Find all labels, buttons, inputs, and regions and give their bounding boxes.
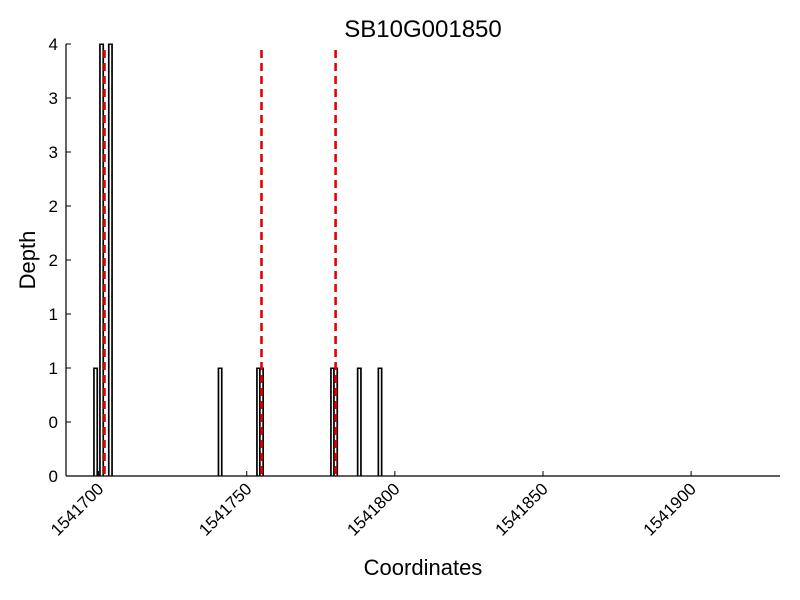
x-tick-label: 1541900 [640, 479, 700, 539]
y-axis: 0 0 1 1 2 2 3 3 4 [49, 35, 71, 486]
x-tick-label: 1541750 [195, 479, 255, 539]
bar [99, 43, 105, 477]
x-tick-label: 1541800 [343, 479, 403, 539]
y-tick-label: 0 [49, 413, 58, 432]
bar-fill [358, 369, 361, 476]
bar-fill [260, 369, 263, 476]
bar-fill [109, 45, 112, 476]
bar-fill [331, 369, 334, 476]
markers-layer [103, 50, 337, 476]
chart-title: SB10G001850 [344, 16, 501, 43]
y-tick-label: 2 [49, 251, 58, 270]
y-tick-label: 3 [49, 89, 58, 108]
x-axis-label: Coordinates [364, 555, 483, 580]
bar [377, 367, 383, 477]
y-tick-label: 1 [49, 305, 58, 324]
bar-fill [94, 369, 97, 476]
bar-fill [257, 369, 260, 476]
x-tick-label: 1541700 [47, 479, 107, 539]
y-tick-label: 4 [49, 35, 58, 54]
bar [93, 367, 99, 477]
bar [107, 43, 113, 477]
x-tick-label: 1541850 [492, 479, 552, 539]
y-tick-label: 1 [49, 359, 58, 378]
y-tick-label: 3 [49, 143, 58, 162]
bar-fill [379, 369, 381, 476]
bar [217, 367, 223, 477]
y-tick-label: 0 [49, 467, 58, 486]
y-axis-label: Depth [15, 231, 40, 290]
bar-fill [100, 45, 103, 476]
bar-fill [334, 369, 337, 476]
x-axis: 1541700 1541750 1541800 1541850 1541900 [47, 471, 700, 540]
bar [356, 367, 362, 477]
y-tick-label: 2 [49, 197, 58, 216]
bars-layer [93, 43, 383, 477]
bar-fill [219, 369, 221, 476]
